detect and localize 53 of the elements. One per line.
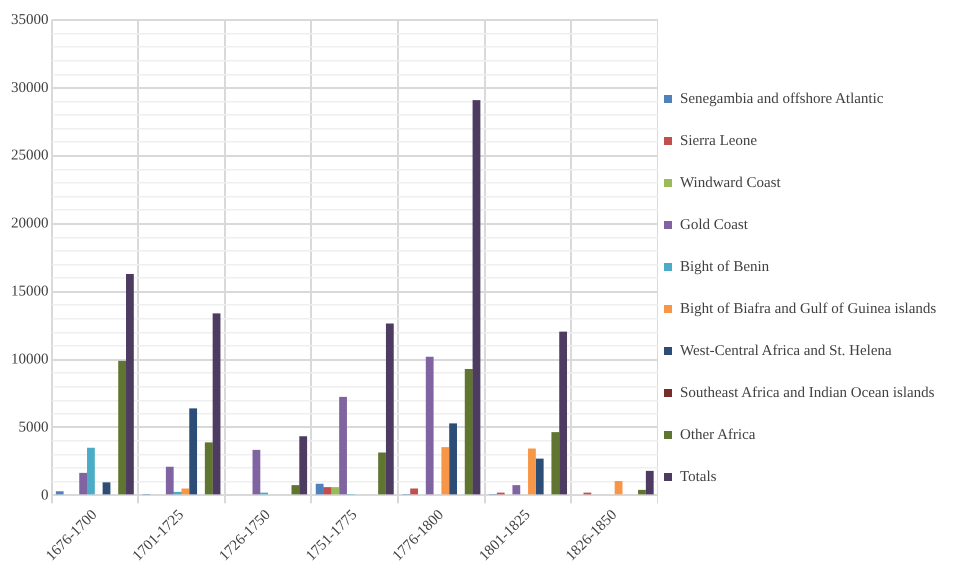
bar bbox=[174, 492, 182, 494]
bar bbox=[181, 488, 190, 494]
legend-label: Southeast Africa and Indian Ocean islands bbox=[680, 384, 935, 403]
bar bbox=[378, 452, 386, 494]
legend-label: Senegambia and offshore Atlantic bbox=[680, 90, 884, 109]
bar bbox=[528, 448, 536, 494]
bar bbox=[464, 369, 473, 494]
bar bbox=[212, 313, 220, 494]
y-tick-label: 10000 bbox=[11, 351, 48, 368]
legend-label: Totals bbox=[680, 468, 716, 487]
bar bbox=[126, 274, 134, 494]
bar bbox=[87, 448, 95, 494]
legend-label: Bight of Benin bbox=[680, 258, 770, 277]
bar bbox=[316, 484, 324, 494]
bar bbox=[536, 458, 544, 494]
y-tick-label: 30000 bbox=[11, 80, 48, 96]
bar bbox=[472, 100, 480, 494]
legend-label: Sierra Leone bbox=[680, 132, 758, 151]
bar bbox=[331, 487, 340, 494]
y-tick-label: 0 bbox=[41, 487, 48, 504]
y-tick-label: 15000 bbox=[11, 284, 48, 300]
bar bbox=[426, 356, 434, 494]
bar bbox=[204, 442, 213, 494]
y-tick-label: 5000 bbox=[18, 419, 48, 436]
bar bbox=[410, 488, 418, 494]
y-tick-label: 35000 bbox=[11, 12, 48, 28]
bar bbox=[166, 466, 174, 494]
bar bbox=[118, 360, 126, 494]
bar bbox=[512, 485, 520, 494]
bar bbox=[189, 408, 198, 494]
legend-label: Windward Coast bbox=[680, 174, 781, 193]
bar bbox=[324, 487, 332, 494]
bar bbox=[614, 481, 622, 494]
bar bbox=[386, 324, 394, 494]
bar bbox=[559, 332, 568, 494]
y-tick-label: 25000 bbox=[11, 148, 48, 164]
bar bbox=[102, 482, 110, 494]
y-tick-label: 20000 bbox=[11, 216, 48, 232]
legend-label: Other Africa bbox=[680, 426, 756, 445]
bar bbox=[299, 436, 308, 494]
bar bbox=[252, 450, 260, 494]
legend-label: Gold Coast bbox=[680, 216, 748, 235]
bar bbox=[646, 470, 654, 494]
bar bbox=[56, 491, 64, 494]
bar bbox=[638, 490, 646, 494]
bar bbox=[551, 432, 560, 494]
bar bbox=[441, 447, 450, 494]
bar bbox=[449, 423, 457, 494]
bar bbox=[79, 472, 88, 494]
bar bbox=[339, 396, 347, 494]
bar bbox=[292, 485, 300, 494]
legend-label: Bight of Biafra and Gulf of Guinea islands bbox=[680, 300, 936, 319]
legend-label: West-Central Africa and St. Helena bbox=[680, 342, 892, 361]
